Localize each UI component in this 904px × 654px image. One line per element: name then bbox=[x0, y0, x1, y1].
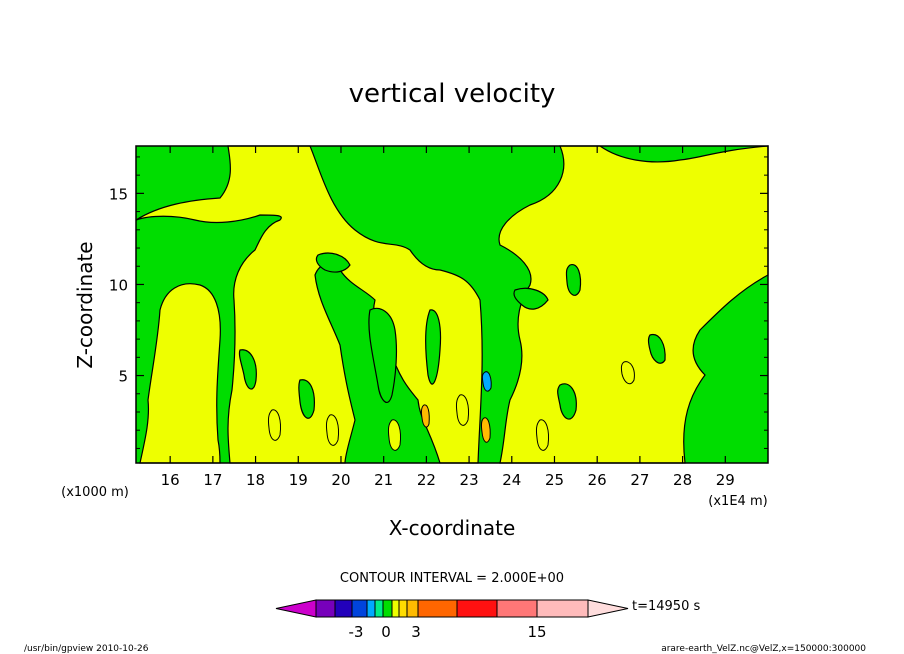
contour-region bbox=[620, 361, 635, 385]
x-axis-title: X-coordinate bbox=[389, 516, 516, 540]
colorbar-segment bbox=[496, 599, 538, 618]
contour-regions-green bbox=[238, 252, 666, 420]
colorbar-under-triangle bbox=[275, 599, 317, 618]
colorbar-segment bbox=[456, 599, 498, 618]
x-tick-label: 19 bbox=[289, 471, 308, 489]
colorbar-label: -3 bbox=[349, 623, 364, 641]
contour-region bbox=[480, 417, 491, 443]
colorbar-segment bbox=[398, 599, 408, 618]
contour-regions-small bbox=[267, 361, 635, 451]
contour-region bbox=[135, 145, 483, 464]
x-tick-label: 26 bbox=[588, 471, 607, 489]
x-unit-label: (x1E4 m) bbox=[708, 494, 767, 509]
colorbar-segment bbox=[315, 599, 336, 618]
colorbar-segment bbox=[417, 599, 458, 618]
x-tick-label: 22 bbox=[417, 471, 436, 489]
plot-frame bbox=[135, 145, 769, 464]
contour-region bbox=[425, 309, 442, 385]
contour-region bbox=[481, 371, 492, 392]
colorbar-segment bbox=[366, 599, 376, 618]
colorbar-over-triangle bbox=[587, 599, 629, 618]
colorbar-segment bbox=[391, 599, 400, 618]
y-tick-label: 15 bbox=[109, 185, 128, 203]
x-tick-label: 21 bbox=[374, 471, 393, 489]
contour-region bbox=[387, 419, 401, 451]
x-tick-label: 18 bbox=[246, 471, 265, 489]
x-tick-label: 23 bbox=[460, 471, 479, 489]
colorbar-segment bbox=[374, 599, 384, 618]
colorbar-segment bbox=[382, 599, 393, 618]
time-label: t=14950 s bbox=[632, 599, 700, 614]
colorbar-label: 15 bbox=[527, 623, 546, 641]
contour-region bbox=[513, 287, 549, 310]
contour-region bbox=[557, 383, 577, 420]
x-tick-label: 29 bbox=[716, 471, 735, 489]
y-ticks: 5 10 15 bbox=[109, 156, 768, 449]
contour-region bbox=[368, 307, 398, 403]
x-tick-label: 27 bbox=[630, 471, 649, 489]
x-tick-label: 17 bbox=[203, 471, 222, 489]
contour-region bbox=[267, 409, 281, 441]
colorbar-label: 3 bbox=[411, 623, 421, 641]
x-tick-label: 20 bbox=[331, 471, 350, 489]
colorbar-segment bbox=[536, 599, 589, 618]
contour-region bbox=[420, 404, 430, 428]
y-tick-label: 5 bbox=[118, 368, 128, 386]
colorbar-segment bbox=[334, 599, 353, 618]
contour-region bbox=[647, 334, 666, 364]
x-tick-label: 24 bbox=[502, 471, 521, 489]
contour-region bbox=[325, 414, 339, 446]
chart-title: vertical velocity bbox=[349, 79, 556, 109]
y-axis-title: Z-coordinate bbox=[73, 241, 97, 368]
footer-right: arare-earth_VelZ.nc@VelZ,x=150000:300000 bbox=[661, 644, 866, 654]
contour-region bbox=[455, 394, 469, 426]
x-tick-label: 25 bbox=[545, 471, 564, 489]
x-tick-label: 28 bbox=[673, 471, 692, 489]
contour-region bbox=[298, 379, 315, 419]
contour-region bbox=[565, 264, 582, 296]
contour-region bbox=[535, 419, 549, 451]
plot-area: 16 17 18 19 20 21 22 23 24 25 26 27 28 29 5 10 15 bbox=[109, 145, 769, 489]
contour-regions-pos bbox=[420, 371, 492, 443]
contour-interval-label: CONTOUR INTERVAL = 2.000E+00 bbox=[340, 571, 564, 586]
contour-region bbox=[315, 252, 351, 273]
colorbar-segment bbox=[406, 599, 419, 618]
colorbar bbox=[275, 599, 629, 618]
y-tick-label: 10 bbox=[109, 276, 128, 294]
x-tick-label: 16 bbox=[161, 471, 180, 489]
colorbar-segment bbox=[351, 599, 368, 618]
x-ticks: 16 17 18 19 20 21 22 23 24 25 26 27 28 29 bbox=[161, 146, 735, 489]
y-unit-label: (x1000 m) bbox=[61, 485, 129, 500]
contour-region bbox=[139, 283, 221, 464]
colorbar-label: 0 bbox=[381, 623, 391, 641]
contour-region bbox=[238, 349, 257, 390]
footer-left: /usr/bin/gpview 2010-10-26 bbox=[24, 644, 149, 654]
